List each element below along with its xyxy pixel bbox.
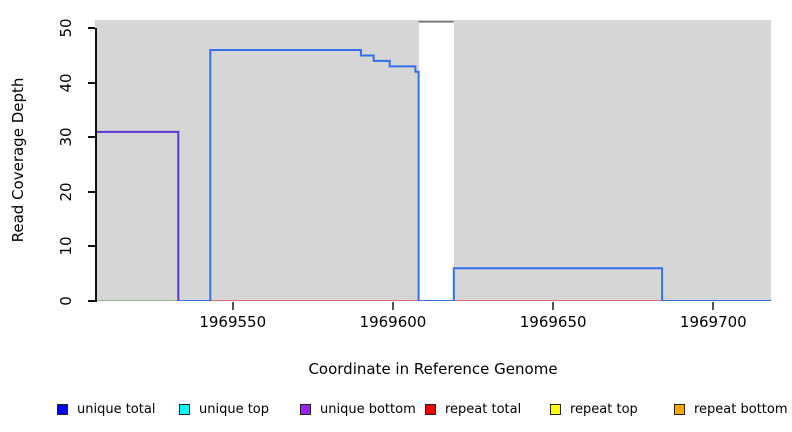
y-axis-line <box>95 28 97 302</box>
legend-swatch-repeat-top <box>550 403 561 415</box>
legend-swatch-repeat-bottom <box>674 403 685 415</box>
x-axis-label: Coordinate in Reference Genome <box>308 360 558 378</box>
y-tick-label: 30 <box>57 127 75 147</box>
x-tick <box>391 302 394 310</box>
y-tick <box>88 245 95 248</box>
legend-label: unique bottom <box>320 401 416 417</box>
legend-label: unique top <box>199 401 270 417</box>
legend-swatch-unique-bottom <box>300 403 311 415</box>
y-tick-label: 50 <box>57 18 75 38</box>
y-tick <box>88 190 95 193</box>
x-tick-label: 1969550 <box>199 313 267 331</box>
y-tick <box>88 81 95 84</box>
legend-item-repeat-top: repeat top <box>550 401 638 417</box>
y-tick <box>88 300 95 302</box>
legend-swatch-unique-top <box>179 403 190 415</box>
legend-label: repeat total <box>445 401 522 417</box>
legend-item-repeat-total: repeat total <box>425 401 521 417</box>
legend-swatch-repeat-total <box>425 403 436 415</box>
x-tick <box>552 302 555 310</box>
y-tick-label: 20 <box>57 182 75 202</box>
legend-label: unique total <box>77 401 156 417</box>
x-tick-label: 1969600 <box>359 313 427 331</box>
legend-swatch-unique-total <box>57 403 68 415</box>
series-unique-bottom <box>95 130 211 301</box>
legend-label: repeat bottom <box>694 401 788 417</box>
y-tick-label: 40 <box>57 73 75 93</box>
legend-item-unique-top: unique top <box>179 401 269 417</box>
legend: unique total unique top unique bottom re… <box>0 401 792 421</box>
legend-label: repeat top <box>570 401 638 417</box>
y-tick-label: 0 <box>57 296 75 306</box>
x-tick-label: 1969700 <box>679 313 747 331</box>
coverage-step-lines <box>95 20 771 301</box>
legend-item-unique-total: unique total <box>57 401 155 417</box>
x-tick <box>231 302 234 310</box>
x-tick-label: 1969650 <box>519 313 587 331</box>
x-tick <box>712 302 715 310</box>
y-tick-label: 10 <box>57 236 75 256</box>
plot-panel <box>95 20 771 301</box>
y-axis-label: Read Coverage Depth <box>9 77 27 243</box>
legend-item-repeat-bottom: repeat bottom <box>674 401 788 417</box>
series-unique-total <box>178 49 771 301</box>
y-tick <box>88 27 95 30</box>
y-tick <box>88 136 95 139</box>
legend-item-unique-bottom: unique bottom <box>300 401 416 417</box>
coverage-gap-band <box>418 20 454 301</box>
